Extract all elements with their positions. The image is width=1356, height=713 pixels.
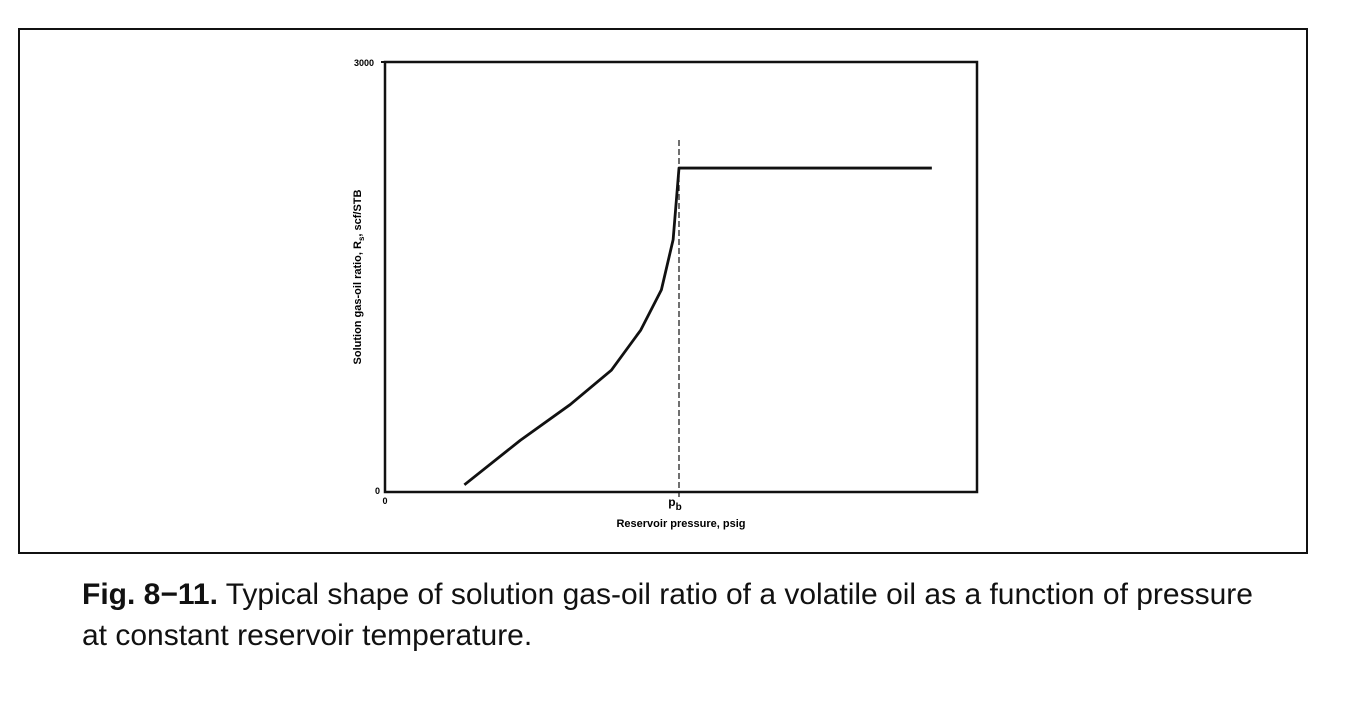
x-tick-label-zero: 0 [382, 496, 387, 506]
chart: 3000 0 0 pb Reservoir pressure, psig Sol… [352, 58, 979, 530]
figure-caption: Fig. 8−11. Typical shape of solution gas… [82, 574, 1272, 656]
figure-frame [18, 28, 1308, 554]
y-axis-label: Solution gas-oil ratio, Rs, scf/STB [352, 189, 366, 364]
caption-label: Fig. 8−11. [82, 578, 218, 611]
x-axis-label: Reservoir pressure, psig [616, 518, 745, 530]
plot-area-border [383, 60, 979, 494]
x-tick-label-pb: pb [668, 495, 681, 513]
y-tick-label-zero: 0 [375, 486, 380, 496]
caption-text: Typical shape of solution gas-oil ratio … [82, 578, 1253, 652]
series-line-rs [463, 166, 932, 486]
y-tick-label-top: 3000 [354, 58, 374, 68]
